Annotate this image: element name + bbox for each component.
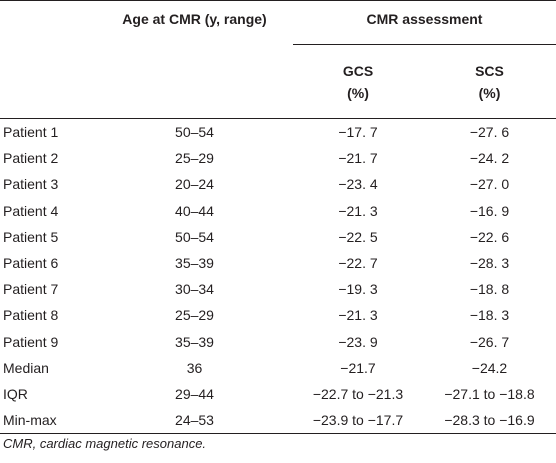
cmr-table: Age at CMR (y, range) CMR assessment GCS… xyxy=(0,0,556,435)
age-cell: 25–29 xyxy=(175,307,214,324)
row-label-cell: Patient 5 xyxy=(3,228,59,245)
scs-cell: −27. 6 xyxy=(469,124,510,141)
gcs-cell: −21. 3 xyxy=(338,202,378,219)
gcs-cell: −19. 3 xyxy=(338,281,378,298)
row-label-cell: Median xyxy=(3,359,49,376)
scs-cell: −24. 2 xyxy=(469,150,510,167)
table-row: Patient 2 25–29 −21. 7 −24. 2 xyxy=(0,145,556,171)
gcs-cell: −21. 7 xyxy=(338,150,378,167)
age-cell: 25–29 xyxy=(175,150,214,167)
scs-cell: −26. 7 xyxy=(469,333,510,350)
row-label-cell: Patient 3 xyxy=(3,176,59,193)
age-cell: 35–39 xyxy=(175,255,214,272)
gcs-cell: −17. 7 xyxy=(338,124,378,141)
table-row: Patient 9 35–39 −23. 9 −26. 7 xyxy=(0,329,556,355)
gcs-cell: −22. 7 xyxy=(338,255,378,272)
header-gcs-unit: (%) xyxy=(347,85,369,101)
header-gcs-label: GCS xyxy=(342,63,374,79)
data-table-container: Age at CMR (y, range) CMR assessment GCS… xyxy=(0,0,556,435)
header-age: Age at CMR (y, range) xyxy=(96,0,293,119)
gcs-cell: −23.9 to −17.7 xyxy=(293,407,423,435)
scs-cell: −28.3 to −16.9 xyxy=(423,407,556,435)
table-row: Patient 8 25–29 −21. 3 −18. 3 xyxy=(0,302,556,328)
table-row: Patient 7 30–34 −19. 3 −18. 8 xyxy=(0,276,556,302)
age-cell: 35–39 xyxy=(175,333,214,350)
age-cell: 30–34 xyxy=(175,281,214,298)
gcs-cell: −22. 5 xyxy=(338,228,378,245)
scs-cell: −18. 3 xyxy=(469,307,510,324)
table-row: Patient 1 50–54 −17. 7 −27. 6 xyxy=(0,119,556,146)
scs-cell: −27.1 to −18.8 xyxy=(444,385,535,402)
header-scs-unit: (%) xyxy=(478,85,501,101)
table-row: Patient 5 50–54 −22. 5 −22. 6 xyxy=(0,224,556,250)
table-row: Patient 4 40–44 −21. 3 −16. 9 xyxy=(0,198,556,224)
gcs-cell: −23. 4 xyxy=(338,176,378,193)
row-label-cell: Patient 6 xyxy=(3,255,59,272)
table-header: Age at CMR (y, range) CMR assessment GCS… xyxy=(0,0,556,119)
age-cell: 36 xyxy=(186,359,203,376)
table-row: IQR 29–44 −22.7 to −21.3 −27.1 to −18.8 xyxy=(0,381,556,407)
scs-cell: −28. 3 xyxy=(469,255,510,272)
scs-cell: −16. 9 xyxy=(469,202,510,219)
table-body: Patient 1 50–54 −17. 7 −27. 6 Patient 2 25–29… xyxy=(0,119,556,435)
scs-cell: −18. 8 xyxy=(469,281,510,298)
row-label-cell: Min-max xyxy=(0,407,96,435)
age-cell: 50–54 xyxy=(175,228,214,245)
scs-cell: −27. 0 xyxy=(469,176,510,193)
table-row: Min-max 24–53 −23.9 to −17.7 −28.3 to −16.9 xyxy=(0,407,556,435)
header-blank-cell xyxy=(0,0,96,119)
table-row: Patient 3 20–24 −23. 4 −27. 0 xyxy=(0,171,556,197)
header-gcs: GCS (%) xyxy=(293,44,423,119)
row-label-cell: Patient 8 xyxy=(3,307,59,324)
gcs-cell: −22.7 to −21.3 xyxy=(312,385,404,402)
row-label-cell: Patient 1 xyxy=(3,124,59,141)
row-label-cell: Patient 2 xyxy=(3,150,59,167)
age-cell: 50–54 xyxy=(175,124,214,141)
age-cell: 40–44 xyxy=(175,202,214,219)
gcs-cell: −23. 9 xyxy=(338,333,378,350)
table-row: Patient 6 35–39 −22. 7 −28. 3 xyxy=(0,250,556,276)
scs-cell: −22. 6 xyxy=(469,228,510,245)
header-scs-label: SCS xyxy=(475,63,504,79)
age-cell: 20–24 xyxy=(175,176,214,193)
header-scs: SCS (%) xyxy=(423,44,556,119)
table-footnote: CMR, cardiac magnetic resonance. xyxy=(3,436,207,451)
row-label-cell: IQR xyxy=(3,385,28,402)
row-label-cell: Patient 4 xyxy=(3,202,59,219)
row-label-cell: Patient 7 xyxy=(3,281,59,298)
gcs-cell: −21.7 xyxy=(340,359,376,376)
age-cell: 24–53 xyxy=(96,407,293,435)
age-cell: 29–44 xyxy=(175,385,214,402)
header-cmr-assessment: CMR assessment xyxy=(293,0,556,45)
gcs-cell: −21. 3 xyxy=(338,307,378,324)
table-row: Median 36 −21.7 −24.2 xyxy=(0,355,556,381)
row-label-cell: Patient 9 xyxy=(3,333,59,350)
scs-cell: −24.2 xyxy=(471,359,508,376)
